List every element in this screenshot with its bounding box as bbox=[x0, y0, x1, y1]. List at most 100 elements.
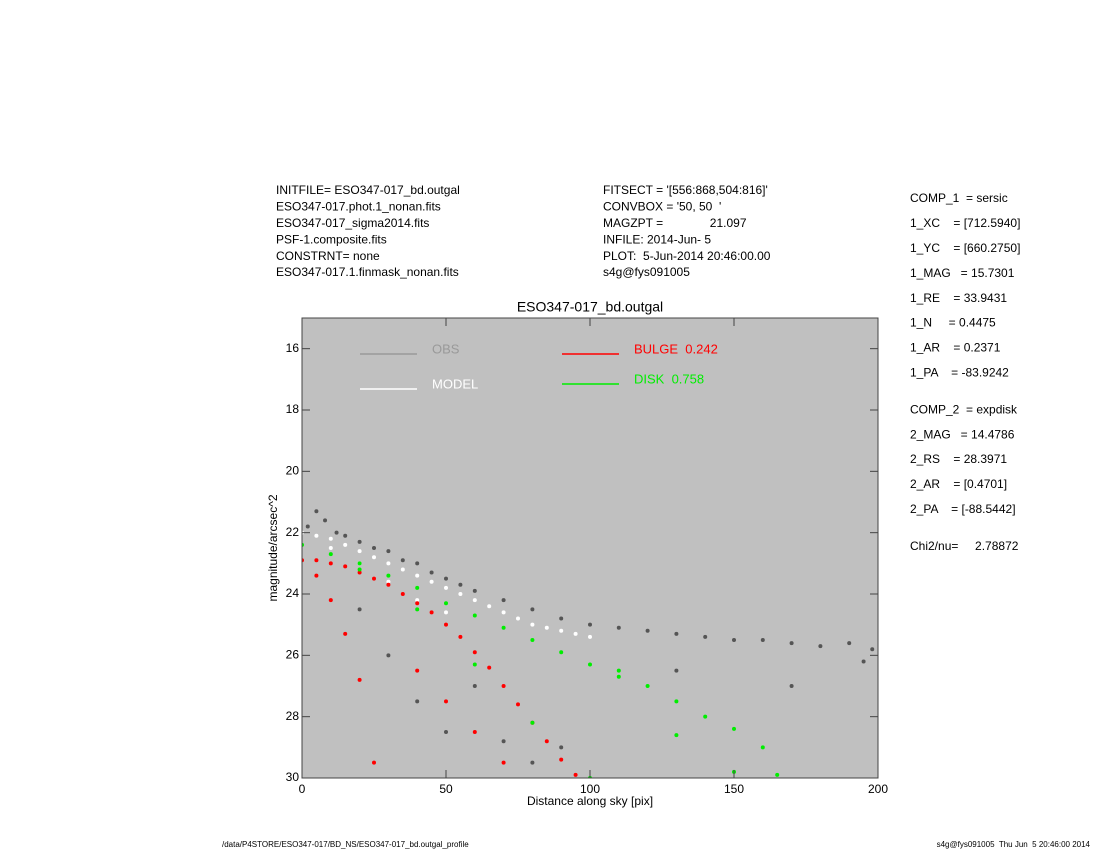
point bbox=[305, 524, 310, 529]
point bbox=[501, 610, 506, 615]
point bbox=[870, 647, 875, 652]
fit-parameter: 2_AR = [0.4701] bbox=[910, 477, 1007, 491]
point bbox=[588, 662, 592, 667]
point bbox=[530, 638, 535, 642]
point bbox=[559, 628, 564, 633]
point bbox=[501, 625, 506, 630]
point bbox=[372, 555, 376, 560]
point bbox=[703, 714, 708, 719]
x-axis-label: Distance along sky [pix] bbox=[527, 794, 653, 808]
point bbox=[328, 546, 333, 550]
point bbox=[458, 634, 463, 639]
point bbox=[328, 552, 333, 557]
point bbox=[501, 684, 506, 688]
y-tick-label: 28 bbox=[286, 709, 300, 723]
point bbox=[487, 604, 492, 609]
header-line: FITSECT = '[556:868,504:816]' bbox=[603, 183, 768, 197]
fit-parameter: COMP_1 = sersic bbox=[910, 191, 1008, 205]
legend-label: OBS bbox=[432, 341, 460, 356]
y-tick-label: 24 bbox=[286, 586, 300, 600]
point bbox=[343, 564, 348, 569]
point bbox=[760, 638, 765, 642]
point bbox=[789, 684, 794, 688]
header-line: s4g@fys091005 bbox=[603, 265, 690, 279]
point bbox=[444, 622, 448, 627]
header-line: INITFILE= ESO347-017_bd.outgal bbox=[276, 183, 460, 197]
point bbox=[415, 699, 420, 704]
legend-label: BULGE 0.242 bbox=[634, 341, 718, 356]
point bbox=[775, 772, 780, 777]
point bbox=[357, 561, 362, 566]
point bbox=[530, 720, 535, 725]
point bbox=[386, 573, 391, 578]
footer-right: s4g@fys091005 Thu Jun 5 20:46:00 2014 bbox=[937, 840, 1091, 849]
header-line: MAGZPT = 21.097 bbox=[603, 216, 747, 230]
fit-parameter: 1_XC = [712.5940] bbox=[910, 216, 1020, 230]
y-tick-label: 22 bbox=[286, 525, 300, 539]
point bbox=[544, 625, 549, 630]
point bbox=[573, 631, 578, 636]
point bbox=[415, 668, 420, 673]
point bbox=[458, 582, 463, 587]
point bbox=[328, 598, 333, 603]
point bbox=[530, 760, 535, 765]
point bbox=[674, 668, 679, 673]
point bbox=[501, 739, 506, 744]
point bbox=[357, 567, 362, 572]
point bbox=[530, 622, 535, 627]
point bbox=[588, 634, 592, 639]
header-line: CONVBOX = '50, 50 ' bbox=[603, 200, 721, 214]
fit-parameter: 2_MAG = 14.4786 bbox=[910, 427, 1015, 441]
point bbox=[429, 610, 434, 615]
point bbox=[645, 684, 650, 688]
point bbox=[386, 653, 391, 658]
x-tick-label: 200 bbox=[868, 782, 888, 796]
points bbox=[302, 509, 875, 778]
point bbox=[472, 613, 477, 618]
point bbox=[357, 607, 362, 612]
point bbox=[343, 542, 348, 547]
point bbox=[415, 598, 420, 603]
point bbox=[343, 631, 348, 636]
point bbox=[472, 650, 477, 655]
point bbox=[429, 570, 434, 575]
point bbox=[616, 674, 621, 679]
point bbox=[588, 622, 592, 627]
y-tick-label: 26 bbox=[286, 648, 300, 662]
point bbox=[818, 644, 823, 649]
point bbox=[314, 558, 319, 563]
header-line: PSF-1.composite.fits bbox=[276, 232, 387, 246]
point bbox=[616, 625, 621, 630]
point bbox=[386, 561, 391, 566]
y-tick-label: 16 bbox=[286, 341, 300, 355]
point bbox=[334, 530, 339, 535]
fit-parameter: 1_PA = -83.9242 bbox=[910, 365, 1009, 379]
point bbox=[472, 598, 477, 603]
point bbox=[328, 536, 333, 541]
point bbox=[314, 533, 319, 538]
point bbox=[357, 549, 362, 554]
point bbox=[444, 610, 448, 615]
point bbox=[645, 628, 650, 633]
point bbox=[343, 533, 348, 538]
point bbox=[501, 598, 506, 603]
point bbox=[732, 726, 736, 731]
y-tick-label: 30 bbox=[286, 770, 300, 784]
point bbox=[674, 699, 679, 704]
point bbox=[415, 601, 420, 606]
point bbox=[472, 588, 477, 593]
header-line: INFILE: 2014-Jun- 5 bbox=[603, 232, 711, 246]
fit-parameter: 1_YC = [660.2750] bbox=[910, 241, 1020, 255]
point bbox=[357, 570, 362, 575]
point bbox=[487, 665, 492, 670]
point bbox=[516, 702, 520, 707]
legend-label: MODEL bbox=[432, 376, 478, 391]
header-line: ESO347-017.1.finmask_nonan.fits bbox=[276, 265, 459, 279]
legend-label: DISK 0.758 bbox=[634, 371, 704, 386]
point bbox=[314, 509, 319, 514]
point bbox=[616, 668, 621, 673]
point bbox=[386, 579, 391, 584]
point bbox=[429, 579, 434, 584]
fit-parameter: 1_N = 0.4475 bbox=[910, 316, 996, 330]
